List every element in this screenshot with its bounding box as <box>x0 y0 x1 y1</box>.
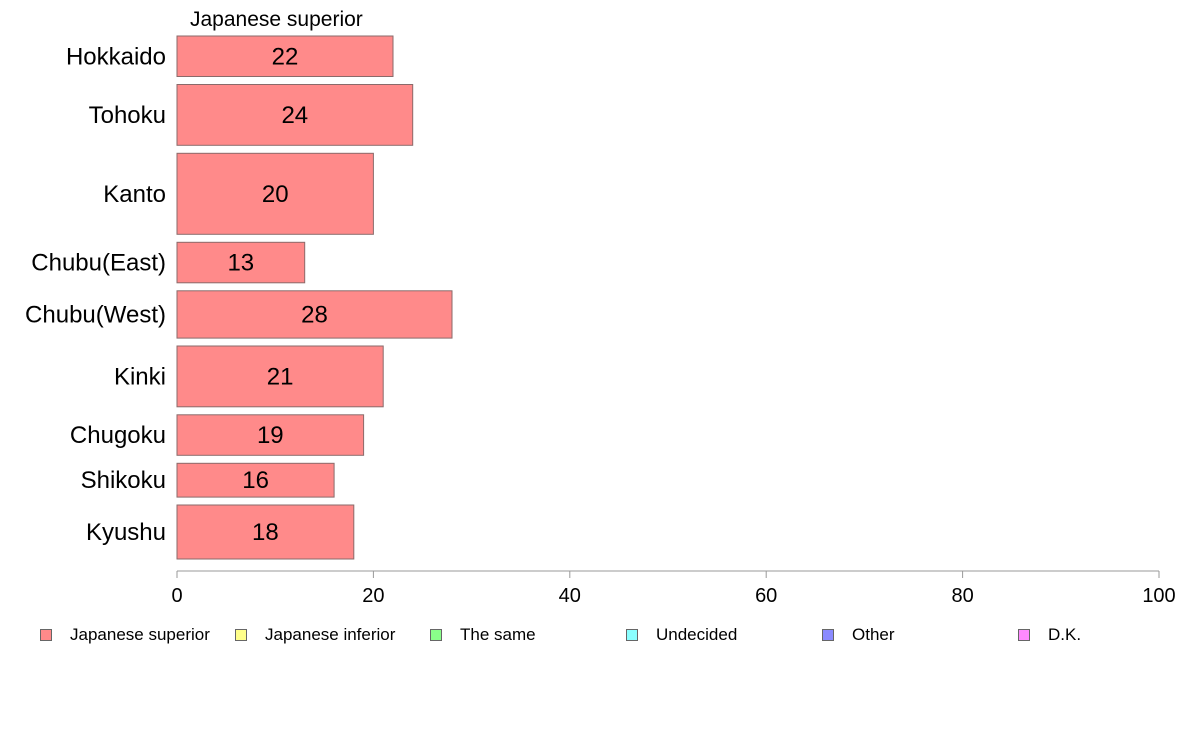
legend-swatch <box>430 629 442 641</box>
legend-item: Japanese inferior <box>235 624 395 646</box>
legend-item: The same <box>430 624 536 646</box>
category-label: Hokkaido <box>66 43 166 70</box>
x-axis: 0 20 40 60 80 100 <box>171 570 1176 607</box>
x-tick-label: 80 <box>951 585 973 607</box>
bar-value-label: 22 <box>272 43 299 70</box>
bar-value-label: 28 <box>301 301 328 328</box>
bar-value-label: 16 <box>242 467 269 494</box>
bar-chubu-west <box>176 290 453 339</box>
x-tick-label: 0 <box>171 585 182 607</box>
legend-label: Undecided <box>656 625 738 644</box>
x-tick-label: 20 <box>362 585 384 607</box>
category-label: Shikoku <box>81 467 166 494</box>
legend-label: Other <box>852 625 895 644</box>
category-label: Kyushu <box>86 519 166 546</box>
legend: Japanese superior Japanese inferior The sa… <box>0 624 1188 648</box>
bar-value-label: 13 <box>227 250 254 277</box>
legend-label: Japanese inferior <box>265 625 396 644</box>
bar-value-label: 18 <box>252 519 279 546</box>
legend-item: Other <box>822 624 895 646</box>
bar-shikoku <box>176 462 335 498</box>
x-tick-label: 100 <box>1142 585 1175 607</box>
legend-item: D.K. <box>1018 624 1081 646</box>
bar-value-label: 21 <box>267 363 294 390</box>
legend-label: Japanese superior <box>70 625 210 644</box>
category-label: Tohoku <box>89 102 166 129</box>
bar-chubu-east <box>176 241 306 284</box>
category-label: Chubu(East) <box>31 250 166 277</box>
legend-swatch <box>822 629 834 641</box>
bar-value-label: 19 <box>257 422 284 449</box>
legend-swatch <box>40 629 52 641</box>
bar-tohoku <box>176 84 414 146</box>
x-tick-label: 60 <box>755 585 777 607</box>
bar-kanto <box>176 152 374 235</box>
bar-value-label: 24 <box>281 102 308 129</box>
bar-kyushu <box>176 504 355 560</box>
chart-title: Japanese superior <box>190 8 363 31</box>
bar-hokkaido <box>176 35 394 77</box>
legend-item: Japanese superior <box>40 624 210 646</box>
legend-swatch <box>1018 629 1030 641</box>
legend-swatch <box>235 629 247 641</box>
legend-label: D.K. <box>1048 625 1082 644</box>
category-label: Kinki <box>114 363 166 390</box>
bars-group: 22 Hokkaido 24 Tohoku 20 Kanto 13 Chubu(East) 28… <box>25 35 453 560</box>
bar-chugoku <box>176 414 365 456</box>
x-tick-label: 40 <box>559 585 581 607</box>
chart: Japanese superior 22 Hokkaido 24 Tohoku 20 Ka… <box>25 8 1176 607</box>
category-label: Chugoku <box>70 422 166 449</box>
category-label: Kanto <box>103 181 166 208</box>
bar-value-label: 20 <box>262 181 289 208</box>
bar-kinki <box>176 345 384 408</box>
legend-label: The same <box>460 625 536 644</box>
legend-swatch <box>626 629 638 641</box>
category-label: Chubu(West) <box>25 301 166 328</box>
legend-item: Undecided <box>626 624 737 646</box>
